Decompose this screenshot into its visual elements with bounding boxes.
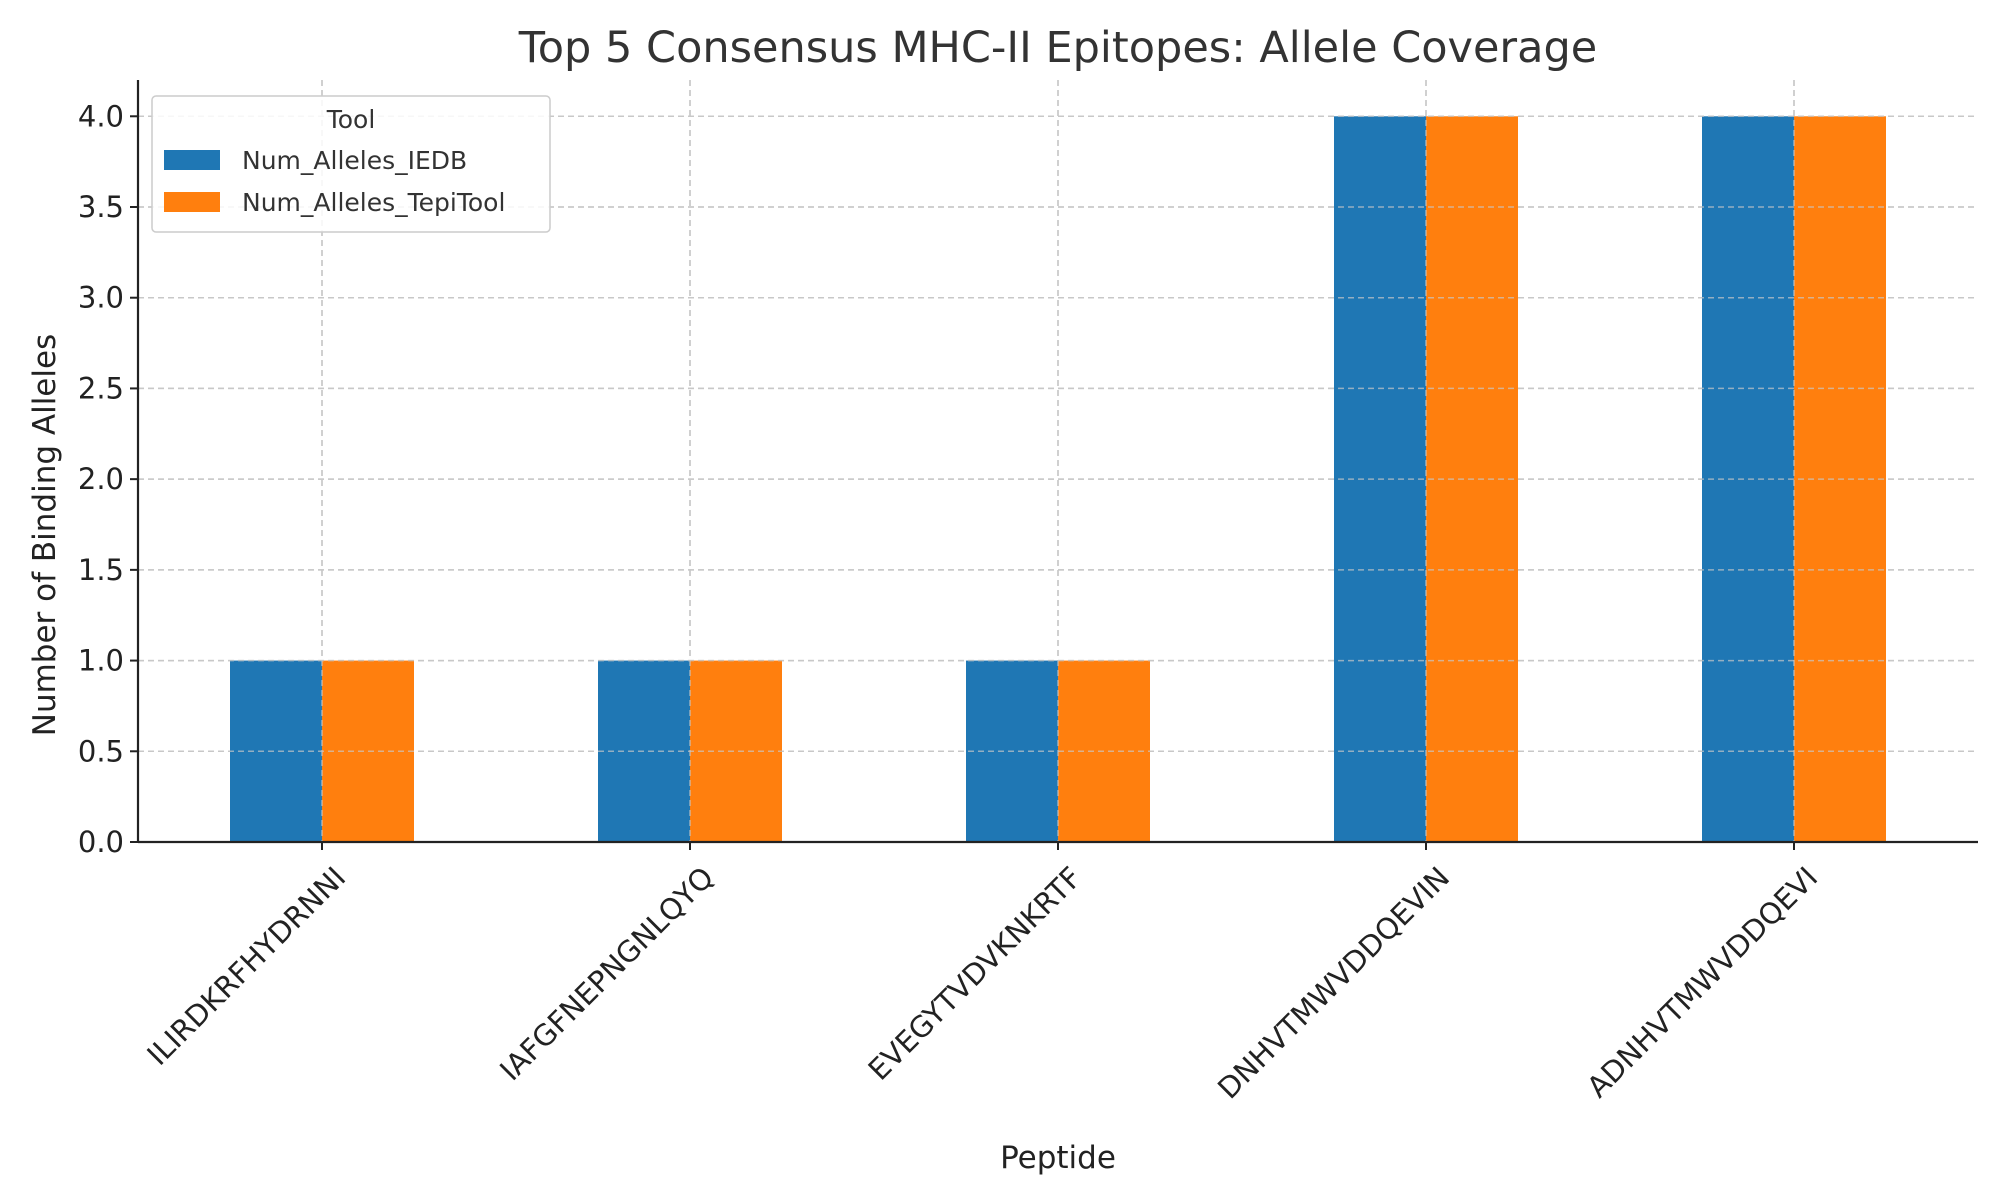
- bar-Num_Alleles_IEDB: [230, 660, 322, 842]
- y-tick-label: 2.5: [78, 371, 124, 405]
- legend-box: [151, 95, 551, 233]
- x-tick-label: ILIRDKRFHYDRNNI: [140, 860, 352, 1072]
- chart-title: Top 5 Consensus MHC-II Epitopes: Allele …: [518, 23, 1597, 73]
- y-tick-label: 3.0: [78, 281, 124, 315]
- legend: Tool Num_Alleles_IEDB Num_Alleles_TepiTool: [151, 95, 551, 233]
- legend-swatch: [164, 192, 220, 212]
- x-tick-label: IAFGFNEPNGNLQYQ: [493, 860, 720, 1087]
- legend-entry-label: Num_Alleles_TepiTool: [242, 188, 505, 217]
- legend-swatch: [164, 150, 220, 170]
- legend-title: Tool: [326, 105, 376, 134]
- y-tick-label: 4.0: [78, 99, 124, 133]
- y-tick-label: 3.5: [78, 190, 124, 224]
- y-tick-label: 1.0: [78, 644, 124, 678]
- bars-layer: [138, 80, 1978, 843]
- y-tick-label: 0.5: [78, 734, 124, 768]
- y-tick-label: 0.0: [78, 825, 124, 859]
- y-tick-label: 2.0: [78, 462, 124, 496]
- axes-layer: 0.0 0.5 1.0 1.5 2.0 2.5 3.0 3.5 4.0 ILIRDKRFHYDRN…: [78, 80, 1978, 1105]
- x-tick-label: ADNHVTMWVDDQEVI: [1580, 860, 1824, 1104]
- legend-entry-label: Num_Alleles_IEDB: [242, 146, 467, 175]
- bar-Num_Alleles_TepiTool: [690, 660, 782, 842]
- x-tick-label: EVEGYTVDVKNKRTF: [862, 860, 1089, 1087]
- y-axis-label: Number of Binding Alleles: [27, 334, 63, 736]
- y-tick-label: 1.5: [78, 553, 124, 587]
- x-tick-label: DNHVTMWVDDQEVIN: [1211, 860, 1456, 1105]
- x-axis-label: Peptide: [1000, 1140, 1116, 1176]
